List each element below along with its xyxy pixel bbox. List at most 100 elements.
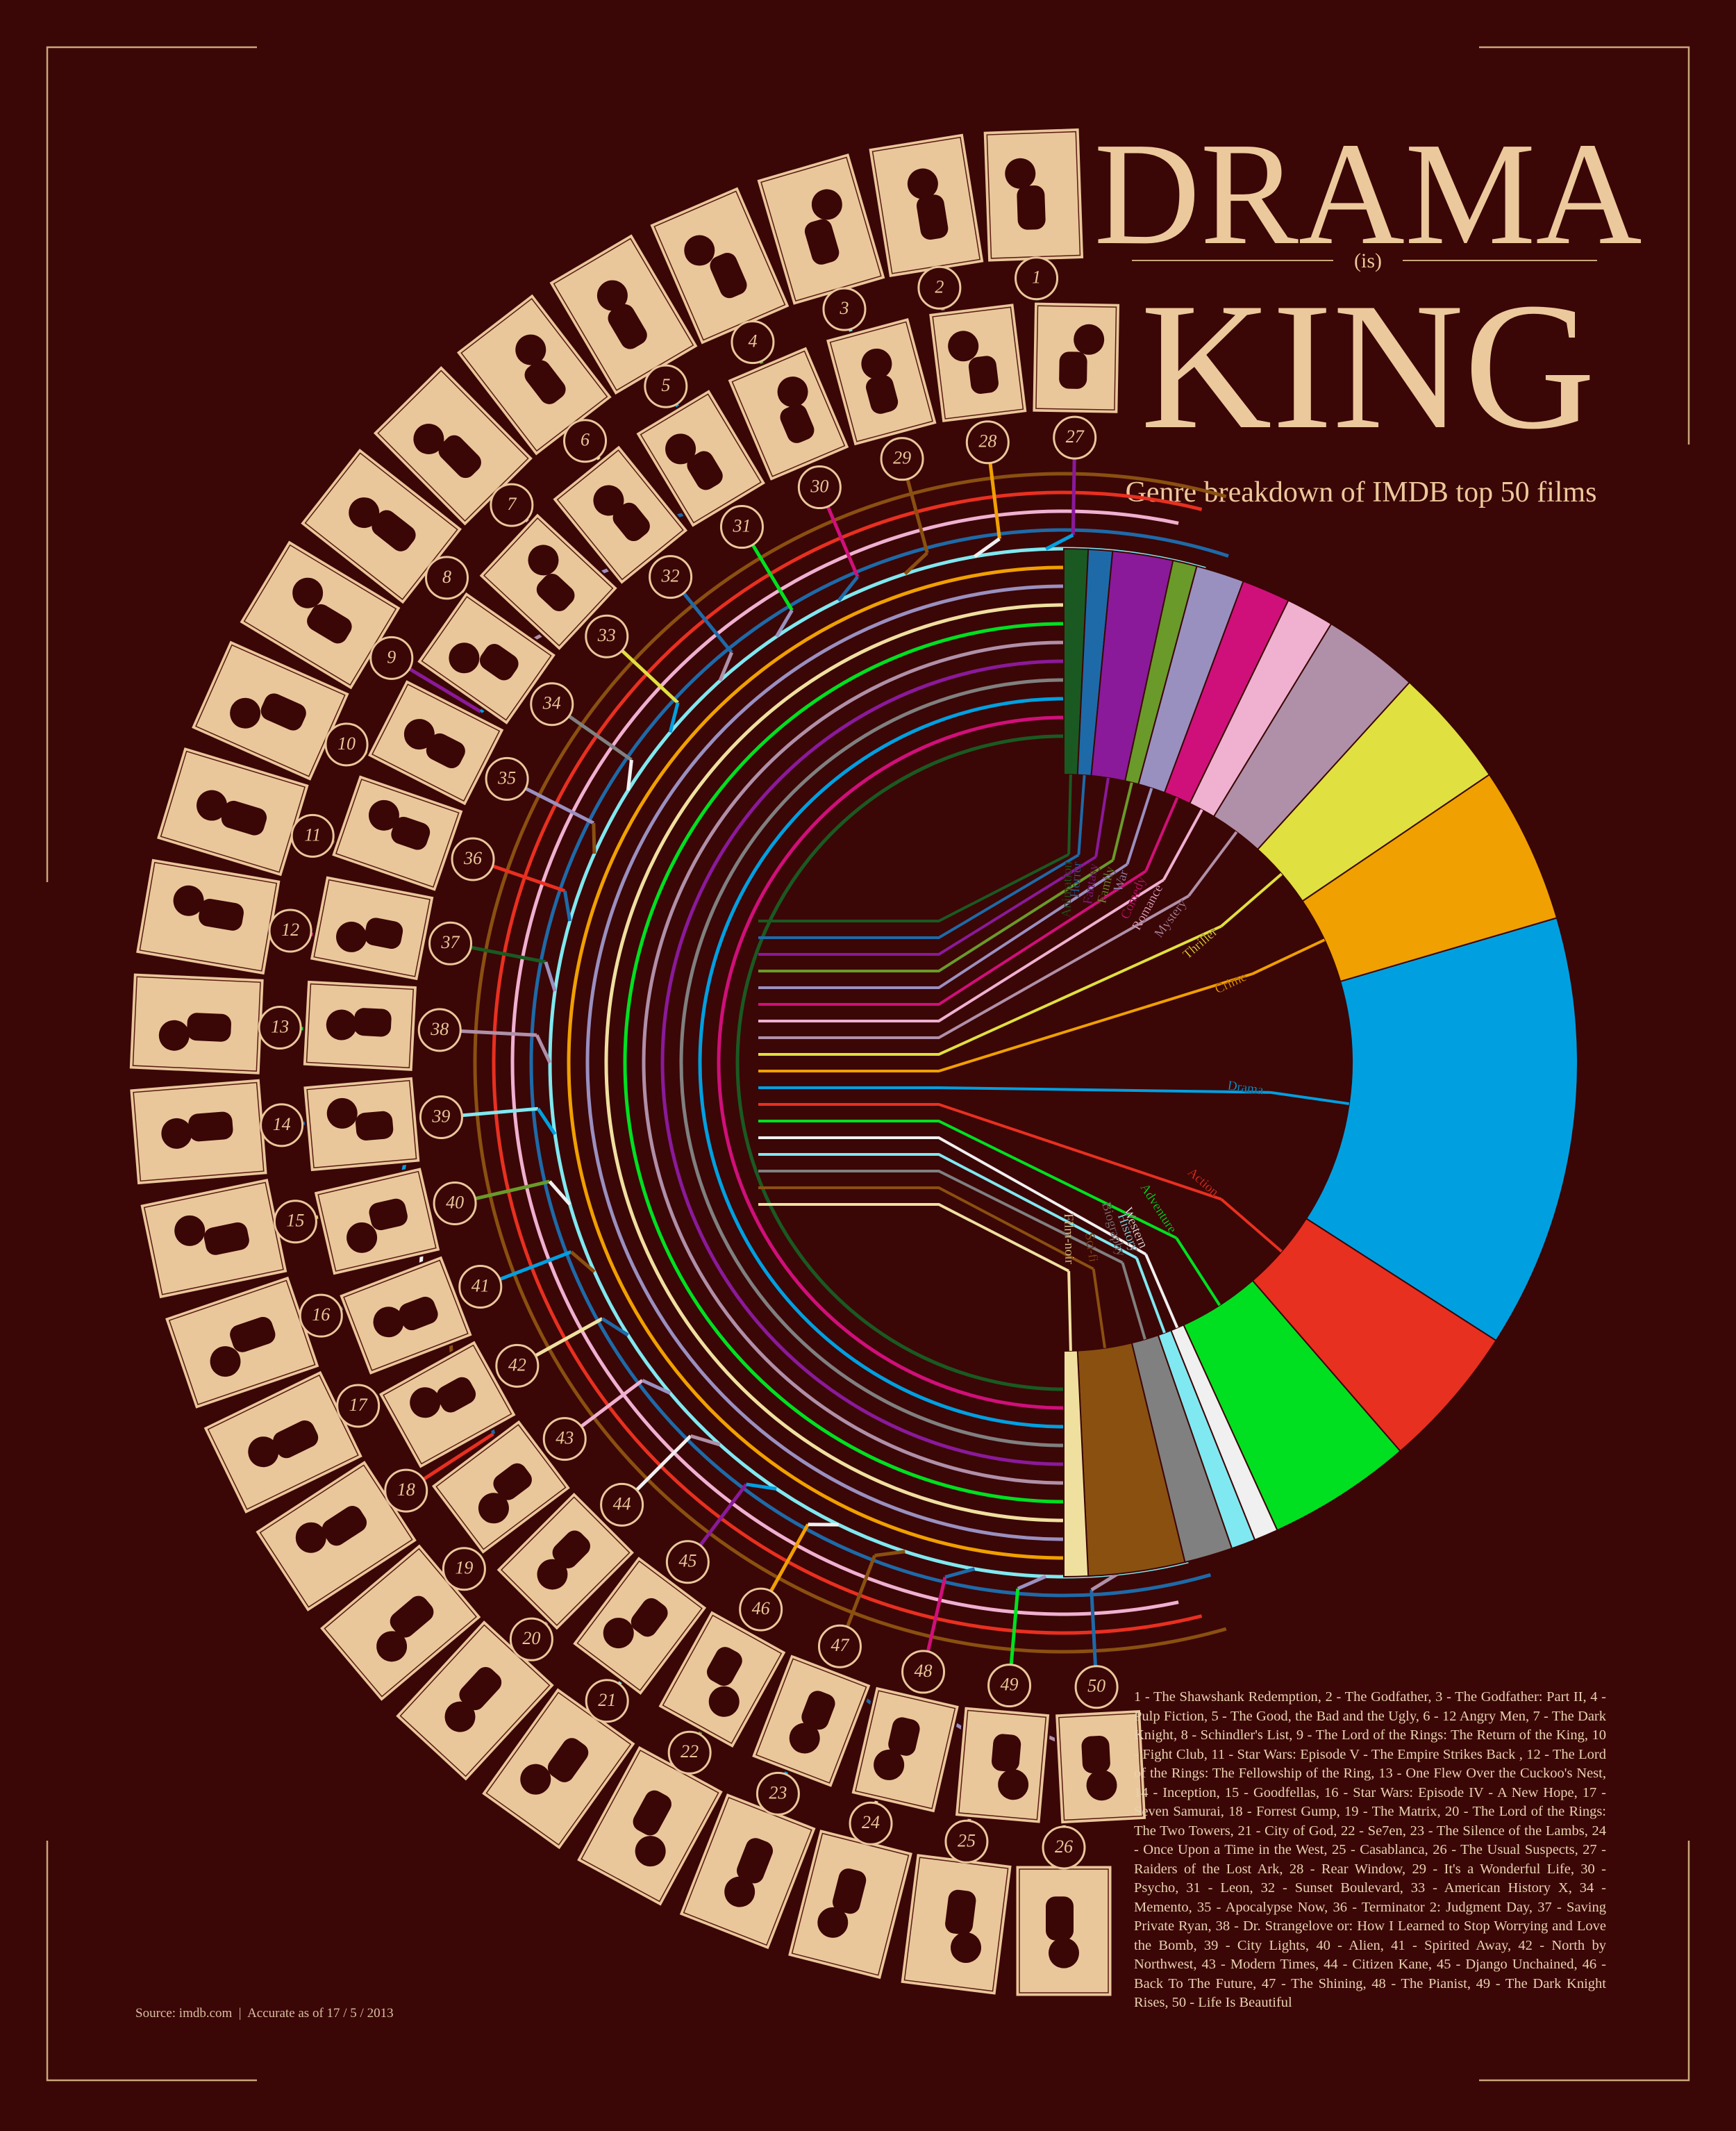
film-number: 8 — [442, 567, 451, 587]
poster-figure — [968, 356, 999, 395]
film-poster — [754, 151, 888, 308]
film-poster — [137, 1176, 290, 1301]
genre-link — [758, 1170, 1124, 1264]
connection-arc — [717, 715, 1148, 1410]
genre-segment — [1063, 1350, 1090, 1578]
number-badge — [542, 1417, 587, 1461]
poster-figure — [161, 1118, 192, 1149]
film-poster — [189, 638, 352, 783]
poster-figure — [373, 1307, 404, 1338]
film-number: 21 — [598, 1690, 616, 1710]
poster-figure — [861, 348, 892, 379]
genre-link — [758, 895, 1190, 1039]
source-note: Source: imdb.com | Accurate as of 17 / 5… — [135, 2006, 394, 2021]
number-badge — [731, 320, 775, 365]
poster-figure — [515, 334, 546, 365]
film-number: 3 — [839, 298, 849, 318]
film-number: 19 — [455, 1558, 473, 1578]
poster-figure — [1081, 1735, 1110, 1773]
poster-inner — [421, 596, 552, 721]
poster-figure — [608, 304, 647, 349]
film-link — [544, 961, 557, 992]
connection-arc — [529, 528, 1229, 1598]
poster-figure — [326, 1097, 358, 1129]
poster-figure — [1086, 1770, 1117, 1801]
genre-line — [1175, 1237, 1221, 1307]
poster-figure — [710, 253, 747, 299]
genre-link — [758, 863, 1128, 989]
film-poster — [550, 442, 691, 587]
poster-figure — [438, 435, 481, 479]
film-number: 15 — [286, 1211, 304, 1231]
genre-line — [1220, 872, 1283, 928]
number-badge — [644, 364, 688, 408]
poster-figure — [593, 485, 624, 516]
genre-segment — [1305, 917, 1578, 1342]
poster-figure — [479, 644, 519, 681]
film-number: 38 — [430, 1019, 449, 1039]
film-link — [837, 575, 860, 602]
film-number: 6 — [581, 430, 590, 450]
film-link — [690, 1434, 721, 1447]
connection-arc — [660, 659, 1162, 1466]
film-poster — [329, 772, 466, 894]
film-poster — [162, 1274, 322, 1411]
poster-figure — [369, 1198, 408, 1231]
poster-figure — [596, 280, 628, 311]
connection-arc — [604, 603, 1206, 1523]
film-number: 33 — [597, 625, 616, 645]
film-number: 43 — [556, 1428, 574, 1448]
film-poster — [569, 1554, 710, 1698]
poster-figure — [364, 918, 403, 949]
number-badge — [451, 837, 495, 881]
title-king: KING — [1141, 265, 1596, 467]
poster-inner — [958, 1709, 1047, 1821]
film-link — [1090, 1572, 1119, 1592]
connection-arc — [492, 490, 1203, 1635]
genre-link — [758, 853, 1070, 922]
film-number: 7 — [507, 494, 517, 514]
film-number: 46 — [752, 1598, 770, 1618]
poster-figure — [874, 1749, 905, 1780]
poster-figure — [295, 1522, 326, 1553]
connection-arc — [567, 565, 1185, 1560]
connection-arc — [623, 622, 1185, 1504]
poster-figure — [307, 604, 352, 644]
film-legend: 1 - The Shawshank Redemption, 2 - The Go… — [1134, 1689, 1606, 2010]
poster-inner — [483, 517, 614, 647]
poster-figure — [449, 642, 480, 674]
number-badge — [739, 1587, 783, 1632]
genre-line — [1067, 1270, 1072, 1351]
poster-inner — [756, 1658, 867, 1784]
poster-figure — [326, 1009, 357, 1040]
poster-figure — [203, 1222, 249, 1255]
poster-inner — [313, 879, 431, 977]
genre-line — [1094, 777, 1110, 857]
poster-figure — [998, 1769, 1029, 1800]
genre-line — [1187, 831, 1238, 897]
number-badge — [965, 420, 1010, 465]
film-number: 18 — [397, 1479, 415, 1500]
poster-figure — [353, 1008, 392, 1037]
poster-figure — [528, 545, 559, 576]
film-poster — [926, 301, 1029, 425]
film-number: 14 — [273, 1114, 291, 1134]
film-poster — [298, 445, 465, 607]
film-poster — [301, 978, 419, 1074]
film-number: 47 — [831, 1635, 849, 1655]
genre-link — [758, 859, 1114, 972]
poster-figure — [811, 189, 842, 220]
film-poster — [127, 971, 266, 1077]
poster-figure — [413, 423, 444, 454]
film-number: 11 — [304, 824, 321, 845]
poster-figure — [708, 1686, 740, 1717]
poster-figure — [437, 1377, 476, 1413]
genre-link — [758, 879, 1165, 1022]
number-badge — [944, 1819, 989, 1864]
film-poster — [656, 1608, 789, 1751]
poster-figure — [945, 1889, 976, 1935]
film-link — [746, 1482, 777, 1491]
poster-figure — [391, 816, 431, 850]
poster-figure — [376, 1631, 408, 1662]
genre-link — [758, 924, 1222, 1056]
